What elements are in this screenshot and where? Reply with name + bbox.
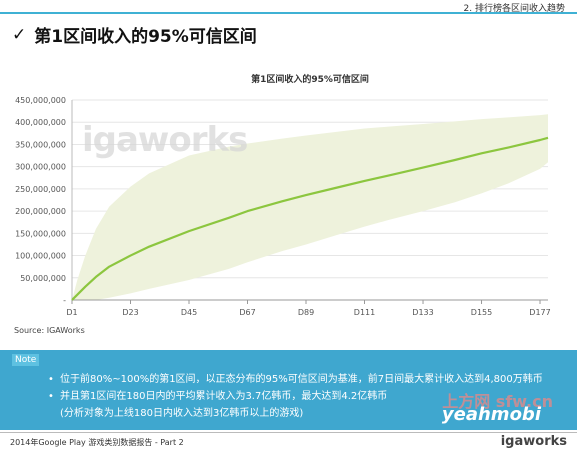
chart-area: 第1区间收入的95%可信区间 - 50,000,000 100,000,000 150,… bbox=[0, 60, 577, 345]
x-tick-label: D45 bbox=[181, 308, 197, 317]
note-list: • 位于前80%~100%的第1区间，以正态分布的95%可信区间为基准，前7日间最… bbox=[48, 371, 543, 422]
x-tick-label: D155 bbox=[471, 308, 492, 317]
brand-watermark: igaworks bbox=[82, 120, 248, 160]
y-tick-label: 450,000,000 bbox=[15, 96, 66, 105]
site-watermark: yeahmobi bbox=[441, 404, 541, 425]
y-tick-label: 250,000,000 bbox=[15, 185, 66, 194]
x-tick-label: D1 bbox=[66, 308, 77, 317]
y-tick-label: 350,000,000 bbox=[15, 140, 66, 149]
y-tick-label: 50,000,000 bbox=[20, 274, 66, 283]
note-item: • 并且第1区间在180日内的平均累计收入为3.7亿韩币，最大达到4.2亿韩币 bbox=[48, 388, 543, 405]
section-tag: 2. 排行榜各区间收入趋势 bbox=[463, 4, 565, 14]
footer-logo: igaworks bbox=[500, 434, 567, 449]
footer bbox=[0, 432, 577, 456]
bullet-icon: • bbox=[48, 391, 54, 402]
x-tick-label: D133 bbox=[412, 308, 433, 317]
x-tick-label: D67 bbox=[239, 308, 255, 317]
bullet-icon: • bbox=[48, 374, 54, 385]
y-tick-label: 150,000,000 bbox=[15, 229, 66, 238]
note-label: Note bbox=[12, 354, 40, 366]
x-tick-label: D111 bbox=[354, 308, 375, 317]
confidence-interval-chart: 第1区间收入的95%可信区间 - 50,000,000 100,000,000 150,… bbox=[15, 73, 551, 317]
page-title-text: 第1区间收入的95%可信区间 bbox=[34, 27, 257, 47]
y-tick-label: 300,000,000 bbox=[15, 163, 66, 172]
source-note: Source: IGAWorks bbox=[14, 326, 85, 335]
mean-line bbox=[71, 136, 549, 301]
note-box bbox=[0, 350, 577, 430]
y-tick-label: 400,000,000 bbox=[15, 118, 66, 127]
checkmark-icon: ✓ bbox=[12, 24, 27, 45]
y-tick-label: 100,000,000 bbox=[15, 252, 66, 261]
site-watermark-cn: 上方网 sfw.cn bbox=[442, 392, 553, 411]
top-rule bbox=[0, 12, 577, 14]
x-tick-label: D177 bbox=[529, 308, 550, 317]
y-tick-label: 200,000,000 bbox=[15, 207, 66, 216]
confidence-band bbox=[72, 114, 548, 300]
y-tick-label: - bbox=[63, 296, 66, 305]
chart-title: 第1区间收入的95%可信区间 bbox=[251, 73, 369, 85]
x-tick-label: D23 bbox=[122, 308, 138, 317]
page-title: ✓ 第1区间收入的95%可信区间 bbox=[12, 22, 257, 48]
note-item: (分析对象为上线180日内收入达到3亿韩币以上的游戏) bbox=[60, 408, 304, 419]
footer-text: 2014年Google Play 游戏类别数据报告 - Part 2 bbox=[10, 438, 184, 447]
x-tick-label: D89 bbox=[298, 308, 314, 317]
note-item: • 位于前80%~100%的第1区间，以正态分布的95%可信区间为基准，前7日间最… bbox=[48, 371, 543, 388]
